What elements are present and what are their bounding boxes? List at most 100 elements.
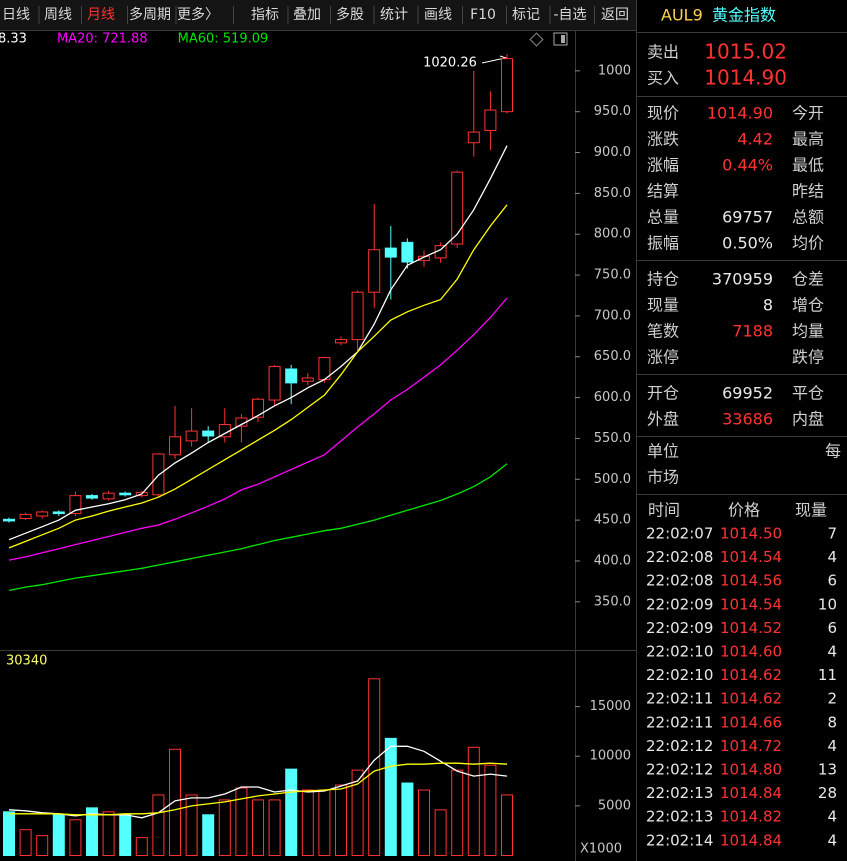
quote-value: 4.42 — [737, 130, 773, 149]
quote-label: 今开 — [792, 104, 824, 123]
trade-volume: 4 — [827, 548, 837, 566]
symbol-name: 黄金指数 — [712, 6, 776, 25]
volume-title: 30340 — [6, 654, 47, 669]
quote-label: 最高 — [792, 130, 824, 149]
candle-body — [119, 492, 132, 496]
ma-line — [9, 762, 508, 816]
trade-volume: 13 — [818, 761, 837, 779]
candle-body — [351, 291, 364, 341]
toolbar-item[interactable]: -自选 — [553, 7, 586, 23]
candle-body — [368, 249, 381, 293]
volume-bar — [218, 799, 231, 856]
toolbar-item[interactable]: 更多〉 — [177, 6, 219, 23]
volume-bar — [52, 814, 65, 856]
volume-bar — [285, 768, 298, 857]
y-tick-label: 500.0 — [594, 472, 631, 487]
volume-bar — [401, 782, 414, 856]
quote-label: 涨停 — [647, 348, 679, 367]
unit-value: 每 — [825, 442, 841, 461]
diamond-icon[interactable] — [529, 32, 544, 47]
ma-legend: 8.33 — [0, 32, 27, 47]
volume-bar — [185, 794, 198, 857]
toolbar-item[interactable]: 月线 — [87, 7, 115, 23]
quote-label: 仓差 — [792, 270, 824, 289]
candle-body — [169, 436, 181, 456]
toolbar-item[interactable]: 统计 — [380, 7, 408, 23]
toolbar-item[interactable]: F10 — [470, 7, 496, 23]
buy-value: 1014.90 — [704, 66, 787, 90]
y-tick-label: 600.0 — [594, 390, 631, 405]
quote-label: 昨结 — [792, 182, 824, 201]
toolbar-item[interactable]: 画线 — [424, 7, 452, 23]
candle-body — [401, 241, 414, 263]
panel-icon[interactable] — [553, 32, 568, 46]
trade-volume: 6 — [827, 572, 837, 590]
quote-label: 平仓 — [792, 384, 824, 403]
candle-body — [384, 247, 397, 258]
volume-bar — [434, 809, 447, 857]
toolbar-item[interactable]: 周线 — [44, 7, 72, 23]
toolbar-item[interactable]: 多股 — [336, 6, 364, 23]
y-tick-label: 700.0 — [594, 308, 631, 323]
y-tick-label: 800.0 — [594, 227, 631, 242]
trade-price: 1014.62 — [720, 690, 782, 708]
volume-bar — [368, 678, 381, 856]
trade-header: 现量 — [795, 501, 827, 520]
volume-bar — [69, 819, 82, 857]
trade-volume: 8 — [827, 713, 837, 731]
trade-price: 1014.54 — [720, 548, 782, 566]
toolbar-item[interactable]: 指标 — [251, 7, 279, 23]
trade-volume: 7 — [827, 525, 837, 543]
quote-label: 笔数 — [647, 322, 679, 341]
candle-body — [268, 366, 281, 401]
trade-time: 22:02:13 — [646, 784, 713, 802]
panel-icon-fill — [561, 35, 565, 43]
toolbar-item[interactable]: 日线 — [2, 7, 30, 23]
ma-line — [8, 745, 508, 819]
y-tick-label: 650.0 — [594, 349, 631, 364]
quote-label: 跌停 — [792, 348, 824, 367]
candle-body — [202, 430, 215, 437]
trade-price: 1014.66 — [720, 713, 782, 731]
candle-body — [19, 513, 32, 519]
trade-volume: 28 — [818, 784, 837, 802]
candle-body — [69, 495, 82, 515]
candle-body — [36, 511, 49, 517]
trade-price: 1014.52 — [720, 619, 782, 637]
candle-body — [467, 131, 480, 144]
candle-body — [252, 398, 264, 418]
trade-price: 1014.84 — [720, 784, 782, 802]
volume-bar — [418, 789, 430, 856]
trade-price: 1014.82 — [720, 808, 782, 826]
trade-volume: 2 — [827, 690, 837, 708]
toolbar-item[interactable]: 返回 — [601, 7, 629, 23]
candle-body — [451, 171, 464, 245]
trade-time: 22:02:12 — [646, 737, 713, 755]
trade-price: 1014.60 — [720, 643, 782, 661]
volume-bar — [235, 787, 248, 856]
toolbar-item[interactable]: 叠加 — [293, 7, 321, 23]
quote-label: 涨幅 — [647, 156, 679, 175]
trade-volume: 4 — [827, 831, 837, 849]
volume-bar — [351, 769, 364, 857]
trade-price: 1014.84 — [720, 831, 782, 849]
trade-price: 1014.72 — [720, 737, 782, 755]
ma-line — [8, 463, 508, 592]
trade-time: 22:02:09 — [646, 595, 713, 613]
volume-bar — [19, 829, 32, 857]
volume-bar — [384, 737, 397, 856]
trade-price: 1014.80 — [720, 761, 782, 779]
toolbar-item[interactable]: 多周期 — [129, 6, 171, 23]
volume-bar — [335, 784, 347, 857]
y-tick-label: 400.0 — [594, 553, 631, 568]
quote-label: 现量 — [647, 296, 679, 315]
toolbar-item[interactable]: 标记 — [512, 7, 540, 23]
candle-body — [335, 339, 347, 344]
quote-value: 8 — [763, 296, 773, 315]
candle-body — [86, 495, 98, 499]
quote-label: 总量 — [647, 208, 679, 227]
quote-value: 0.50% — [722, 234, 773, 253]
buy-label: 买入 — [647, 69, 679, 88]
quote-label: 均量 — [792, 322, 824, 341]
